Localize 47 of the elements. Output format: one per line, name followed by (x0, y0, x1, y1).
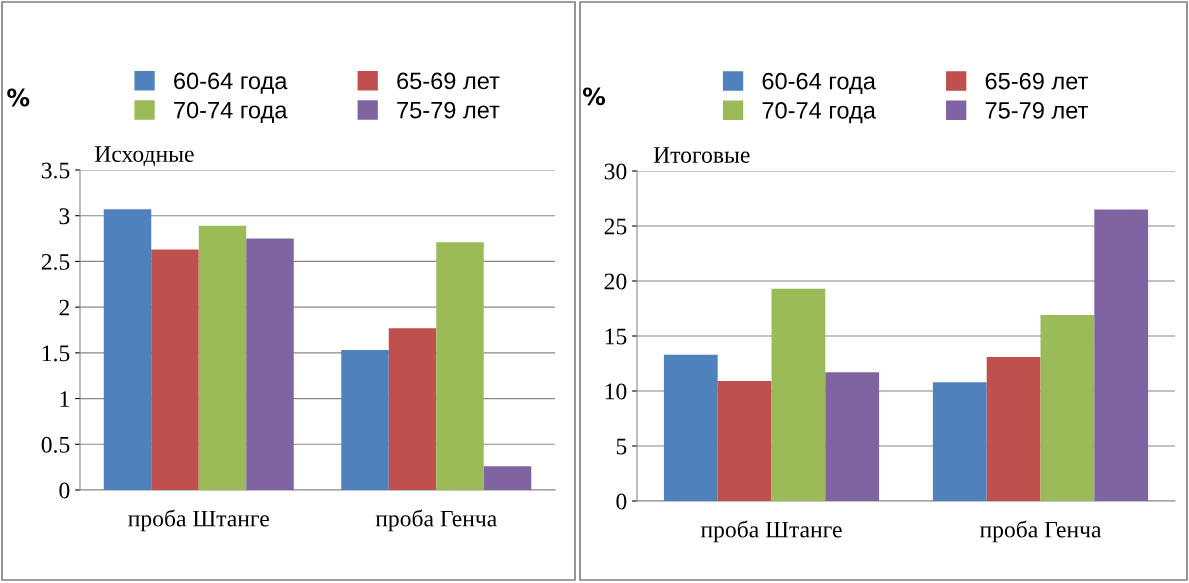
y-tick-label: 3.5 (41, 162, 70, 179)
chart-title: Исходные (94, 146, 194, 167)
y-axis-title: % (7, 88, 30, 107)
y-tick-label: 10 (605, 383, 627, 400)
bar (932, 382, 987, 501)
x-tick-label: проба Генча (979, 520, 1102, 543)
legend-label: 65-69 лет (985, 72, 1088, 90)
y-tick-label: 1.5 (42, 345, 70, 362)
legend-label: 75-79 лет (985, 101, 1088, 119)
bar (771, 288, 826, 501)
y-tick-label: 0 (616, 493, 627, 510)
bar (717, 381, 772, 501)
y-tick-label: 15 (605, 328, 627, 345)
y-tick-label: 1 (60, 391, 69, 407)
y-tick-label: 25 (604, 218, 627, 235)
chart-title: Итоговые (653, 147, 750, 163)
legend-label: 60-64 года (762, 72, 876, 94)
legend-label: 75-79 лет (397, 101, 500, 119)
bar (1040, 315, 1095, 501)
bar (198, 225, 247, 490)
legend-label: 70-74 года (762, 101, 876, 124)
y-tick-label: 5 (616, 438, 627, 455)
legend-label: 70-74 года (174, 101, 288, 123)
bar (103, 209, 152, 490)
legend-label: 60-64 года (174, 72, 288, 94)
y-tick-label: 2.5 (41, 253, 70, 270)
y-tick-label: 3 (59, 208, 70, 225)
x-tick-label: проба Штанге (700, 520, 842, 543)
y-tick-label: 30 (604, 163, 627, 180)
bar (436, 242, 484, 490)
bar (483, 466, 532, 490)
bar (663, 354, 718, 501)
bar (341, 350, 389, 490)
x-tick-label: проба Штанге (128, 509, 269, 532)
y-tick-label: 2 (59, 299, 69, 316)
bar (388, 328, 437, 490)
bar (986, 356, 1041, 501)
y-tick-label: 20 (604, 273, 627, 290)
bar (151, 249, 199, 490)
y-tick-label: 0.5 (41, 436, 70, 453)
x-tick-label: проба Генча (375, 509, 497, 532)
bar (246, 238, 294, 490)
legend-label: 65-69 лет (397, 72, 500, 90)
y-tick-label: 0 (59, 482, 70, 499)
bar (1094, 209, 1149, 501)
bar (825, 372, 880, 501)
y-axis-title: % (582, 87, 606, 106)
